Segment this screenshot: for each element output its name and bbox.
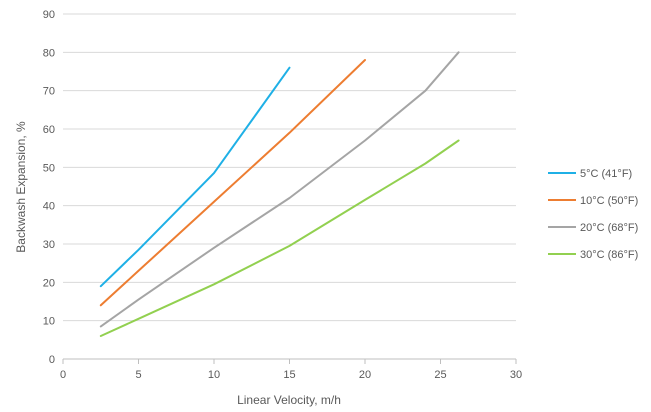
series-lines: [99, 51, 460, 337]
y-tick-label: 10: [43, 316, 55, 328]
y-tick-label: 0: [49, 354, 55, 366]
y-tick-label: 70: [43, 86, 55, 98]
y-tick-label: 30: [43, 239, 55, 251]
series-line-1: [99, 66, 291, 288]
x-tick-label: 30: [510, 369, 522, 381]
y-tick-label: 20: [43, 277, 55, 289]
legend-label: 5°C (41°F): [580, 168, 632, 180]
x-axis-title: Linear Velocity, m/h: [237, 393, 341, 407]
x-tick-label: 20: [359, 369, 371, 381]
x-tick-label: 0: [60, 369, 66, 381]
legend: 5°C (41°F) 10°C (50°F) 20°C (68°F) 30°C (86…: [548, 168, 638, 261]
x-tick-label: 25: [434, 369, 446, 381]
series-line-4: [99, 139, 460, 337]
tick-labels: 0 10 20 30 40 50 60 70 80 90 0 5 10 15 20 25 30: [43, 9, 522, 381]
axes: [62, 358, 517, 364]
x-tick-label: 15: [283, 369, 295, 381]
grid-lines: [63, 13, 516, 322]
y-tick-label: 50: [43, 162, 55, 174]
y-tick-label: 80: [43, 47, 55, 59]
x-tick-label: 10: [208, 369, 220, 381]
series-line-3: [99, 51, 460, 328]
y-axis-title: Backwash Expansion, %: [14, 121, 28, 253]
x-tick-label: 5: [135, 369, 141, 381]
legend-label: 10°C (50°F): [580, 195, 638, 207]
legend-label: 30°C (86°F): [580, 249, 638, 261]
y-tick-label: 90: [43, 9, 55, 21]
legend-label: 20°C (68°F): [580, 222, 638, 234]
y-tick-label: 60: [43, 124, 55, 136]
series-line-2: [99, 59, 366, 307]
y-tick-label: 40: [43, 201, 55, 213]
